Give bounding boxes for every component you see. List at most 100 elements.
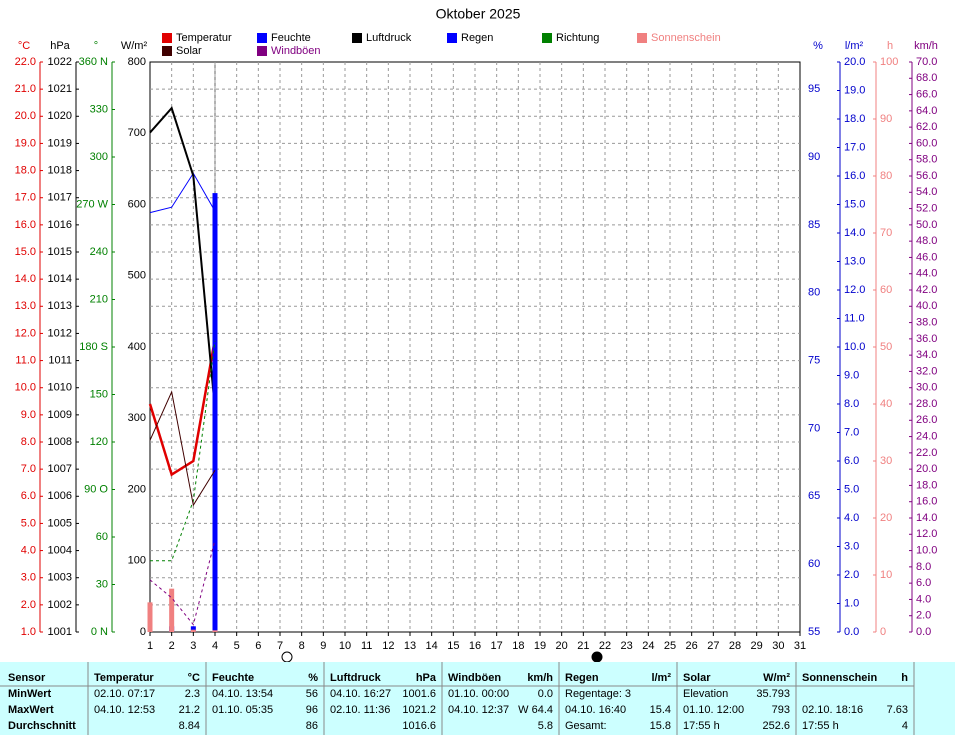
x-tick-label: 29: [751, 640, 763, 652]
y-tick-label: 90 O: [84, 483, 108, 495]
x-tick-label: 28: [729, 640, 741, 652]
y-tick-label: 330: [90, 103, 108, 115]
y-tick-label: 60.0: [916, 137, 937, 149]
table-cell: Temperatur: [94, 672, 154, 684]
y-tick-label: 90: [808, 151, 820, 163]
y-tick-label: 42.0: [916, 284, 937, 296]
table-cell: 2.3: [185, 688, 200, 700]
y-tick-label: 0 N: [91, 626, 108, 638]
y-tick-label: 13.0: [844, 255, 865, 267]
y-tick-label: 10.0: [844, 341, 865, 353]
y-tick-label: 30: [880, 455, 892, 467]
x-tick-label: 1: [147, 640, 153, 652]
y-tick-label: 22.0: [916, 447, 937, 459]
legend-swatch: [447, 33, 457, 43]
y-tick-label: 200: [128, 483, 146, 495]
y-tick-label: 19.0: [844, 84, 865, 96]
y-tick-label: 1017: [48, 192, 72, 204]
y-tick-label: 12.0: [916, 528, 937, 540]
table-cell: 0.0: [538, 688, 553, 700]
table-cell: 7.63: [887, 704, 908, 716]
table-cell: W 64.4: [518, 704, 553, 716]
y-tick-label: 14.0: [916, 512, 937, 524]
x-tick-label: 23: [621, 640, 633, 652]
y-tick-label: 1009: [48, 409, 72, 421]
y-tick-label: 15.0: [844, 198, 865, 210]
y-tick-label: 700: [128, 127, 146, 139]
y-tick-label: 2.0: [21, 599, 36, 611]
y-tick-label: 1021: [48, 83, 72, 95]
y-tick-label: 4.0: [21, 544, 36, 556]
y-tick-label: 360 N: [79, 56, 108, 68]
y-tick-label: 270 W: [76, 198, 108, 210]
y-tick-label: 210: [90, 293, 108, 305]
table-cell: %: [308, 672, 318, 684]
y-tick-label: 1008: [48, 436, 72, 448]
legend-label: Regen: [461, 32, 493, 44]
x-tick-label: 8: [299, 640, 305, 652]
line: [149, 390, 216, 507]
y-tick-label: 12.0: [15, 327, 36, 339]
bar: [190, 629, 196, 632]
line: [149, 539, 216, 626]
y-tick-label: 26.0: [916, 414, 937, 426]
y-tick-label: 20.0: [844, 56, 865, 68]
y-tick-label: 120: [90, 436, 108, 448]
x-tick-label: 9: [320, 640, 326, 652]
table-cell: 02.10. 07:17: [94, 688, 155, 700]
y-tick-label: 36.0: [916, 333, 937, 345]
legend-swatch: [637, 33, 647, 43]
axis-unit: h: [887, 40, 893, 52]
line: [149, 106, 216, 410]
table-cell: 86: [306, 720, 318, 732]
y-tick-label: 1004: [48, 544, 72, 556]
legend-label: Feuchte: [271, 32, 311, 44]
table-cell: Feuchte: [212, 672, 254, 684]
bar: [147, 602, 153, 632]
y-tick-label: 1013: [48, 300, 72, 312]
y-tick-label: 28.0: [916, 398, 937, 410]
y-tick-label: 17.0: [844, 141, 865, 153]
x-tick-label: 16: [469, 640, 481, 652]
table-cell: Windböen: [448, 672, 501, 684]
table-cell: Elevation: [683, 688, 728, 700]
x-tick-label: 10: [339, 640, 351, 652]
x-tick-label: 27: [707, 640, 719, 652]
table-cell: 8.84: [179, 720, 200, 732]
y-tick-label: 80: [880, 170, 892, 182]
y-tick-label: 20.0: [916, 463, 937, 475]
table-cell: W/m²: [763, 672, 790, 684]
y-tick-label: 1016: [48, 219, 72, 231]
y-tick-label: 22.0: [15, 56, 36, 68]
y-tick-label: 1001: [48, 626, 72, 638]
x-tick-label: 25: [664, 640, 676, 652]
axis-unit: hPa: [50, 40, 70, 52]
legend-swatch: [162, 33, 172, 43]
y-tick-label: 1014: [48, 273, 72, 285]
y-tick-label: 240: [90, 246, 108, 258]
y-tick-label: 1022: [48, 56, 72, 68]
x-tick-label: 26: [686, 640, 698, 652]
axis-unit: W/m²: [121, 40, 148, 52]
x-tick-label: 7: [277, 640, 283, 652]
y-tick-label: 1019: [48, 137, 72, 149]
table-cell: MaxWert: [8, 704, 54, 716]
legend-label: Temperatur: [176, 32, 232, 44]
y-tick-label: 55: [808, 626, 820, 638]
table-cell: 15.8: [650, 720, 671, 732]
line: [148, 338, 217, 477]
y-tick-label: 48.0: [916, 235, 937, 247]
legend-swatch: [162, 46, 172, 56]
table-cell: 1016.6: [402, 720, 436, 732]
table-cell: km/h: [527, 672, 553, 684]
y-tick-label: 24.0: [916, 430, 937, 442]
y-tick-label: 1.0: [21, 626, 36, 638]
y-tick-label: 10.0: [15, 382, 36, 394]
table-cell: °C: [188, 672, 200, 684]
y-tick-label: 500: [128, 270, 146, 282]
table-cell: Sonnenschein: [802, 672, 877, 684]
table-cell: 17:55 h: [683, 720, 720, 732]
y-tick-label: 100: [128, 555, 146, 567]
chart-title: Oktober 2025: [436, 6, 521, 22]
